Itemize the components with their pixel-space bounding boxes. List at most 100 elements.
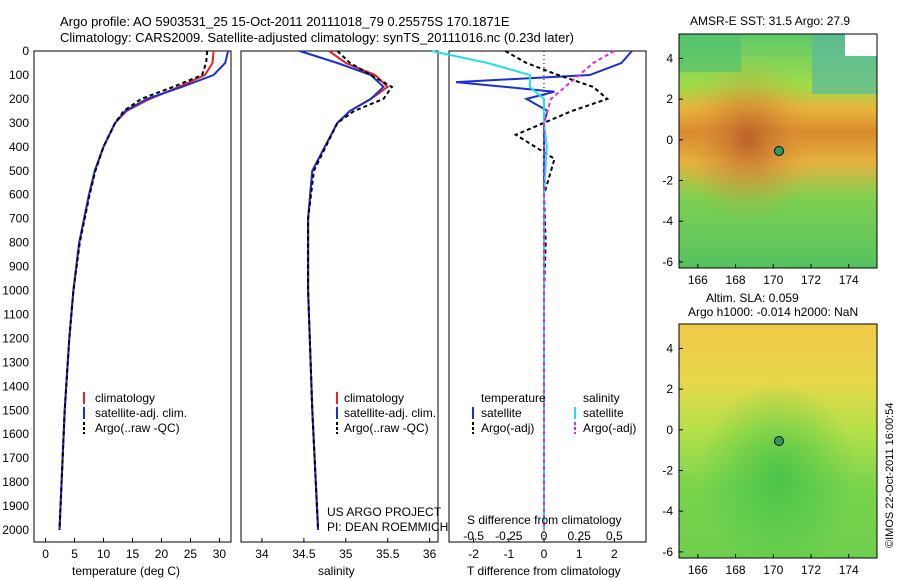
s-tick-label: -0.5: [463, 529, 484, 543]
s-difference-axis-label: S difference from climatology: [467, 513, 622, 527]
s-tick-label: 0.25: [567, 529, 591, 543]
map-x-tick-label: 174: [839, 273, 859, 287]
series-line: [58, 50, 209, 531]
legend-satellite: satellite-adj. clim.: [95, 406, 187, 420]
map-y-tick-label: -6: [662, 255, 673, 269]
depth-tick-label: 700: [9, 212, 29, 226]
difference-legend: temperature satellite Argo(-adj) salinit…: [472, 391, 636, 435]
map-x-tick-label: 172: [801, 273, 821, 287]
series-line: [504, 50, 610, 530]
x-tick-label: 25: [184, 547, 198, 561]
depth-tick-label: 1200: [2, 331, 29, 345]
difference-plot-frame: [448, 50, 647, 543]
series-line: [431, 50, 548, 530]
x-tick-label: -2: [468, 547, 479, 561]
sst-map-title: AMSR-E SST: 31.5 Argo: 27.9: [690, 14, 850, 28]
x-tick-label: -1: [503, 547, 514, 561]
map-x-tick-label: 166: [688, 273, 708, 287]
legend-salinity-title: salinity: [583, 391, 620, 405]
depth-tick-label: 1300: [2, 355, 29, 369]
map-y-tick-label: 4: [666, 341, 673, 355]
legend-temperature-title: temperature: [481, 391, 546, 405]
x-tick-label: 34.5: [292, 547, 316, 561]
sla-map-subtitle: Argo h1000: -0.014 h2000: NaN: [688, 305, 858, 319]
map-x-tick-label: 172: [801, 563, 821, 577]
depth-tick-label: 200: [9, 92, 29, 106]
header-line-2: Climatology: CARS2009. Satellite-adjuste…: [60, 30, 574, 45]
temperature-legend: climatology satellite-adj. clim. Argo(..…: [83, 391, 187, 435]
s-tick-label: 0.5: [606, 529, 623, 543]
map-x-tick-label: 166: [688, 563, 708, 577]
depth-tick-label: 1600: [2, 427, 29, 441]
legend-t-argo: Argo(-adj): [481, 421, 534, 435]
depth-tick-label: 900: [9, 260, 29, 274]
x-tick-label: 15: [126, 547, 140, 561]
salinity-x-axis: 34 34.5 35 35.5 36: [255, 538, 437, 561]
depth-tick-label: 300: [9, 116, 29, 130]
map-y-tick-label: 0: [666, 423, 673, 437]
x-tick-label: 2: [611, 547, 618, 561]
sst-missing-patch: [845, 34, 877, 56]
depth-tick-label: 1100: [3, 307, 29, 321]
x-tick-label: 5: [71, 547, 78, 561]
depth-tick-label: 1000: [2, 284, 29, 298]
x-tick-label: 35: [339, 547, 353, 561]
depth-tick-label: 400: [9, 140, 29, 154]
depth-tick-label: 800: [9, 236, 29, 250]
map-y-tick-label: 2: [666, 92, 673, 106]
pi-note: PI: DEAN ROEMMICH: [327, 520, 448, 534]
t-difference-axis-label: T difference from climatology: [467, 564, 621, 578]
map-x-tick-label: 168: [726, 273, 746, 287]
depth-tick-label: 600: [9, 188, 29, 202]
map-y-tick-label: 4: [666, 51, 673, 65]
depth-tick-label: 1700: [2, 451, 29, 465]
depth-tick-label: 1800: [2, 475, 29, 489]
salinity-panel: 34 34.5 35 35.5 36 salinity climatology sate…: [240, 50, 448, 578]
depth-tick-label: 0: [22, 44, 29, 58]
project-note: US ARGO PROJECT: [327, 505, 442, 519]
legend-climatology: climatology: [344, 391, 404, 405]
x-tick-label: 20: [155, 547, 169, 561]
legend-s-argo: Argo(-adj): [583, 421, 636, 435]
map-y-tick-label: -4: [662, 504, 673, 518]
temperature-panel: 0 5 10 15 20 25 30 temperature (deg C) climato…: [33, 50, 232, 578]
map-x-tick-label: 174: [839, 563, 859, 577]
salinity-legend: climatology satellite-adj. clim. Argo(..…: [336, 391, 436, 435]
legend-t-satellite: satellite: [481, 406, 522, 420]
s-tick-label: -0.25: [495, 529, 523, 543]
map-y-tick-label: -6: [662, 545, 673, 559]
map-x-tick-label: 170: [763, 273, 783, 287]
x-tick-label: 30: [213, 547, 227, 561]
salinity-plot-frame: [240, 50, 439, 543]
depth-tick-label: 100: [9, 68, 29, 82]
depth-axis: 0 100 200 300 400 500 600 700 800 900 1000 1100 1200…: [2, 44, 646, 537]
series-line: [299, 50, 385, 531]
legend-argo: Argo(..raw -QC): [95, 421, 180, 435]
map-y-tick-label: 2: [666, 382, 673, 396]
map-y-tick-label: -4: [662, 214, 673, 228]
imos-credit: ©IMOS 22-Oct-2011 16:00:54: [884, 403, 896, 548]
map-x-tick-label: 170: [763, 563, 783, 577]
x-tick-label: 0: [42, 547, 49, 561]
legend-satellite: satellite-adj. clim.: [344, 406, 436, 420]
map-y-tick-label: -2: [662, 464, 673, 478]
sst-cool-patch: [679, 34, 741, 72]
series-line: [543, 50, 615, 530]
argo-float-marker: [774, 436, 784, 446]
legend-climatology: climatology: [95, 391, 155, 405]
salinity-series: [299, 50, 394, 531]
salinity-axis-label: salinity: [318, 564, 355, 578]
sla-map-title: Altim. SLA: 0.059: [706, 291, 799, 305]
temperature-axis-label: temperature (deg C): [72, 564, 180, 578]
map-y-tick-label: -2: [662, 174, 673, 188]
depth-tick-label: 2000: [2, 523, 29, 537]
x-tick-label: 0: [541, 547, 548, 561]
map-x-tick-label: 168: [726, 563, 746, 577]
sla-map-panel: Altim. SLA: 0.059 Argo h1000: -0.014 h20…: [662, 291, 878, 577]
sla-map-frame: [678, 323, 878, 559]
depth-tick-label: 500: [9, 164, 29, 178]
x-tick-label: 34: [255, 547, 269, 561]
